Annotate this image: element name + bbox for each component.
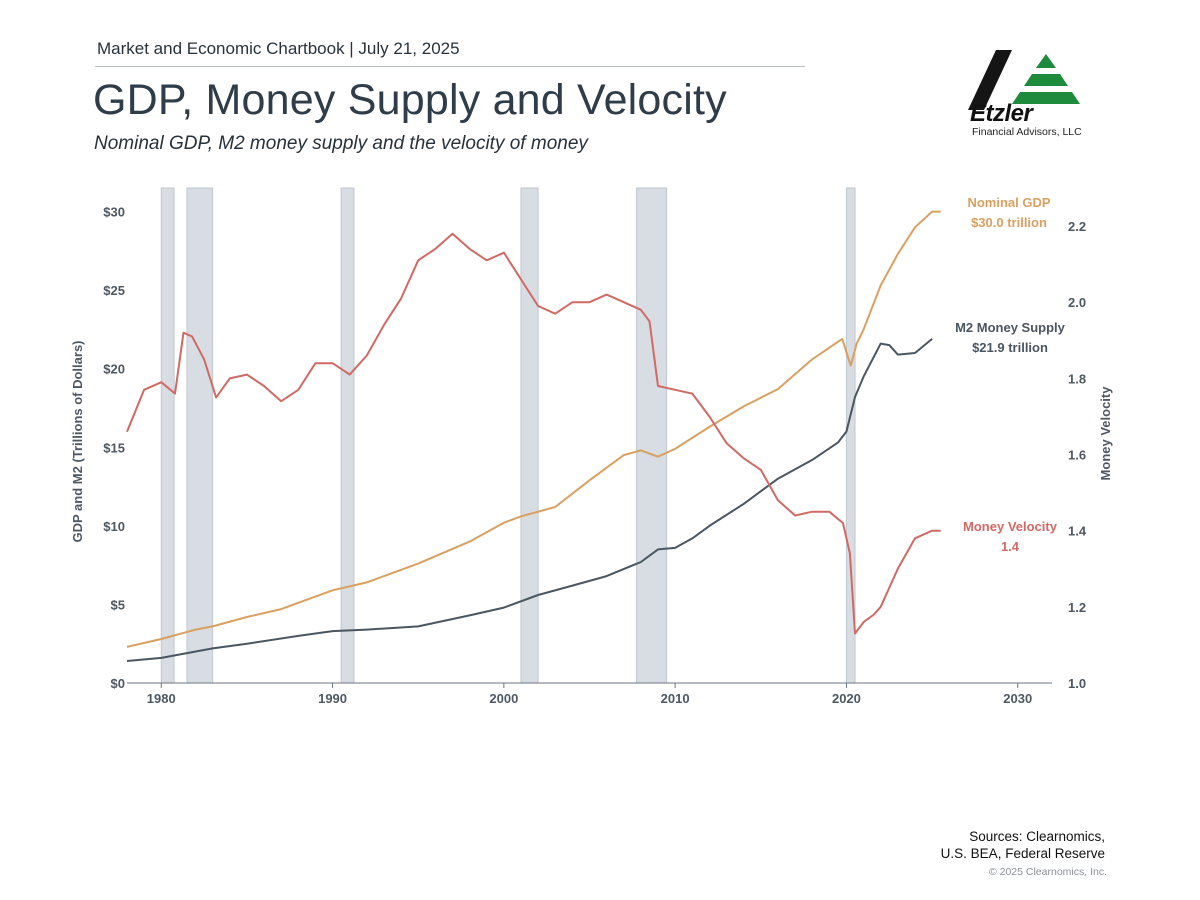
page-title: GDP, Money Supply and Velocity xyxy=(93,76,727,124)
logo-caption: Financial Advisors, LLC xyxy=(972,126,1082,138)
y-tick-label-5: $5 xyxy=(111,597,125,612)
y2-tick-label-1.4: 1.4 xyxy=(1068,524,1087,539)
recession-band-2 xyxy=(340,187,355,684)
etzler-logo-mark xyxy=(968,50,1080,110)
recession-band-3 xyxy=(520,187,539,684)
x-tick-label-2030: 2030 xyxy=(1003,691,1032,706)
chartbook-header: Market and Economic Chartbook | July 21,… xyxy=(97,39,460,58)
sources-line-2: U.S. BEA, Federal Reserve xyxy=(940,846,1105,861)
series-value-velocity: 1.4 xyxy=(1001,539,1020,554)
y-tick-label-15: $15 xyxy=(103,440,125,455)
series-line-gdp xyxy=(126,210,941,648)
sources-note: Sources: Clearnomics, U.S. BEA, Federal … xyxy=(941,828,1105,862)
recession-band-1 xyxy=(186,187,214,684)
x-tick-label-1990: 1990 xyxy=(318,691,347,706)
series-line-velocity xyxy=(126,232,941,635)
series-label-m2: M2 Money Supply xyxy=(955,320,1066,335)
logo-wordmark: Etzler xyxy=(970,100,1033,127)
series-value-m2: $21.9 trillion xyxy=(972,340,1048,355)
y2-tick-label-1.0: 1.0 xyxy=(1068,676,1086,691)
series-value-gdp: $30.0 trillion xyxy=(971,215,1047,230)
logo-triangle-mid xyxy=(1024,74,1068,86)
y2-tick-label-2.0: 2.0 xyxy=(1068,295,1086,310)
x-tick-label-2000: 2000 xyxy=(489,691,518,706)
series-label-gdp: Nominal GDP xyxy=(967,195,1050,210)
page-subtitle: Nominal GDP, M2 money supply and the vel… xyxy=(94,133,588,154)
y-tick-label-10: $10 xyxy=(103,519,125,534)
copyright-note: © 2025 Clearnomics, Inc. xyxy=(988,866,1107,878)
header-divider xyxy=(95,66,805,67)
y-axis-label: GDP and M2 (Trillions of Dollars) xyxy=(70,340,85,542)
y2-tick-label-1.8: 1.8 xyxy=(1068,371,1086,386)
logo-triangle-bottom xyxy=(1012,92,1080,104)
y2-axis-label: Money Velocity xyxy=(1098,386,1113,481)
y-tick-label-0: $0 xyxy=(111,676,125,691)
series-label-velocity: Money Velocity xyxy=(963,519,1058,534)
recession-band-0 xyxy=(160,187,175,684)
y-tick-label-25: $25 xyxy=(103,283,125,298)
y-tick-label-30: $30 xyxy=(103,205,125,220)
x-tick-label-1980: 1980 xyxy=(147,691,176,706)
logo-slash-shape xyxy=(968,50,1012,110)
y-tick-label-20: $20 xyxy=(103,362,125,377)
x-tick-label-2020: 2020 xyxy=(832,691,861,706)
y2-tick-label-1.2: 1.2 xyxy=(1068,600,1086,615)
sources-line-1: Sources: Clearnomics, xyxy=(969,829,1105,844)
x-tick-label-2010: 2010 xyxy=(661,691,690,706)
series-line-m2 xyxy=(126,338,933,662)
logo-triangle-top xyxy=(1036,54,1056,68)
y2-tick-label-2.2: 2.2 xyxy=(1068,219,1086,234)
recession-band-4 xyxy=(636,187,668,684)
y2-tick-label-1.6: 1.6 xyxy=(1068,448,1086,463)
